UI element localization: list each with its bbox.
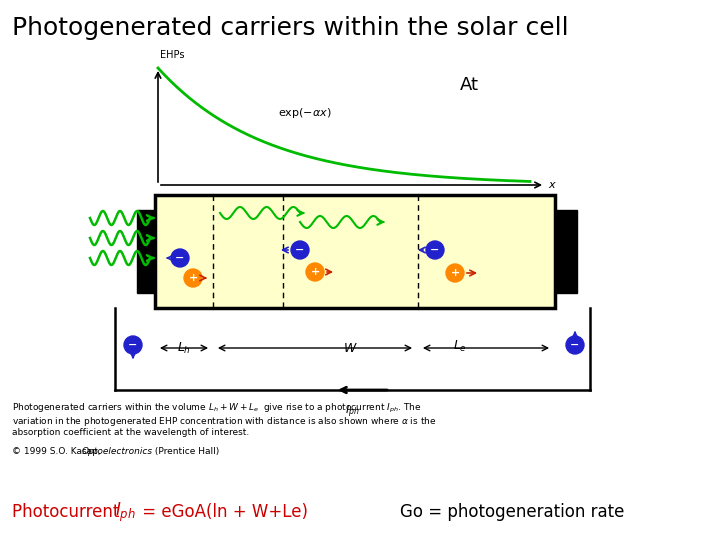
Text: Photogenerated carriers within the solar cell: Photogenerated carriers within the solar…: [12, 16, 569, 40]
Text: −: −: [128, 340, 138, 350]
Text: $I_{ph}$: $I_{ph}$: [345, 404, 359, 421]
Text: $\exp(-\alpha x)$: $\exp(-\alpha x)$: [278, 106, 331, 120]
Text: Photogenerated carriers within the volume $L_h + W + L_e$  give rise to a photoc: Photogenerated carriers within the volum…: [12, 402, 421, 415]
Bar: [137, 210, 155, 293]
Text: +: +: [451, 268, 459, 278]
Text: variation in the photogenerated EHP concentration with distance is also shown wh: variation in the photogenerated EHP conc…: [12, 415, 436, 428]
Text: $L_h$: $L_h$: [177, 340, 191, 355]
Text: Photocurrent: Photocurrent: [12, 503, 125, 521]
Text: $W$: $W$: [343, 341, 357, 354]
Text: © 1999 S.O. Kasap,: © 1999 S.O. Kasap,: [12, 447, 104, 456]
Text: $L_e$: $L_e$: [453, 339, 467, 354]
Text: (Prentice Hall): (Prentice Hall): [152, 447, 220, 456]
Text: Go = photogeneration rate: Go = photogeneration rate: [400, 503, 624, 521]
Circle shape: [446, 264, 464, 282]
Text: −: −: [175, 253, 185, 263]
Circle shape: [124, 336, 142, 354]
Circle shape: [566, 336, 584, 354]
Text: −: −: [295, 245, 305, 255]
Circle shape: [171, 249, 189, 267]
Circle shape: [306, 263, 324, 281]
Text: +: +: [189, 273, 197, 283]
Text: x: x: [548, 180, 554, 190]
Text: −: −: [570, 340, 580, 350]
Bar: [155, 195, 555, 308]
Circle shape: [291, 241, 309, 259]
Text: absorption coefficient at the wavelength of interest.: absorption coefficient at the wavelength…: [12, 428, 249, 437]
Text: At: At: [460, 76, 479, 94]
Text: $I_{ph}$: $I_{ph}$: [115, 501, 136, 524]
Text: +: +: [310, 267, 320, 277]
Text: = eGoA(ln + W+Le): = eGoA(ln + W+Le): [137, 503, 308, 521]
Bar: [555, 210, 577, 293]
Text: Optoelectronics: Optoelectronics: [82, 447, 153, 456]
Text: −: −: [431, 245, 440, 255]
Circle shape: [426, 241, 444, 259]
Circle shape: [184, 269, 202, 287]
Text: EHPs: EHPs: [160, 50, 184, 60]
Bar: [155, 195, 555, 308]
